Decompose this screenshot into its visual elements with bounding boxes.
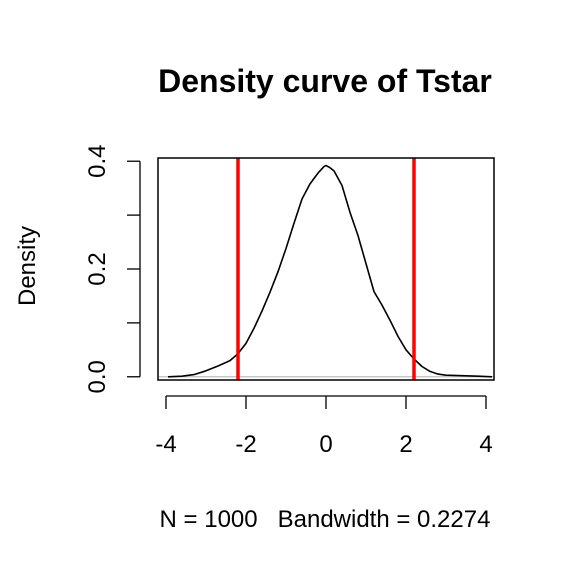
x-tick-label-2: 0 (319, 431, 332, 458)
y-axis-label: Density (14, 226, 41, 306)
plot-area: -4 -2 0 2 4 0.0 0.2 0.4 (84, 145, 495, 458)
density-curve-0 (167, 164, 493, 378)
y-tick-label-4: 0.4 (84, 145, 111, 178)
x-tick-label-3: 2 (399, 431, 412, 458)
x-axis-label: N = 1000 Bandwidth = 0.2274 (160, 506, 491, 533)
y-tick-label-2: 0.2 (84, 252, 111, 285)
x-tick-label-1: -2 (235, 431, 256, 458)
y-tick-label-0: 0.0 (84, 360, 111, 393)
x-tick-label-0: -4 (155, 431, 176, 458)
x-tick-label-4: 4 (479, 431, 492, 458)
chart-title: Density curve of Tstar (158, 63, 492, 99)
plot-frame (157, 157, 495, 381)
